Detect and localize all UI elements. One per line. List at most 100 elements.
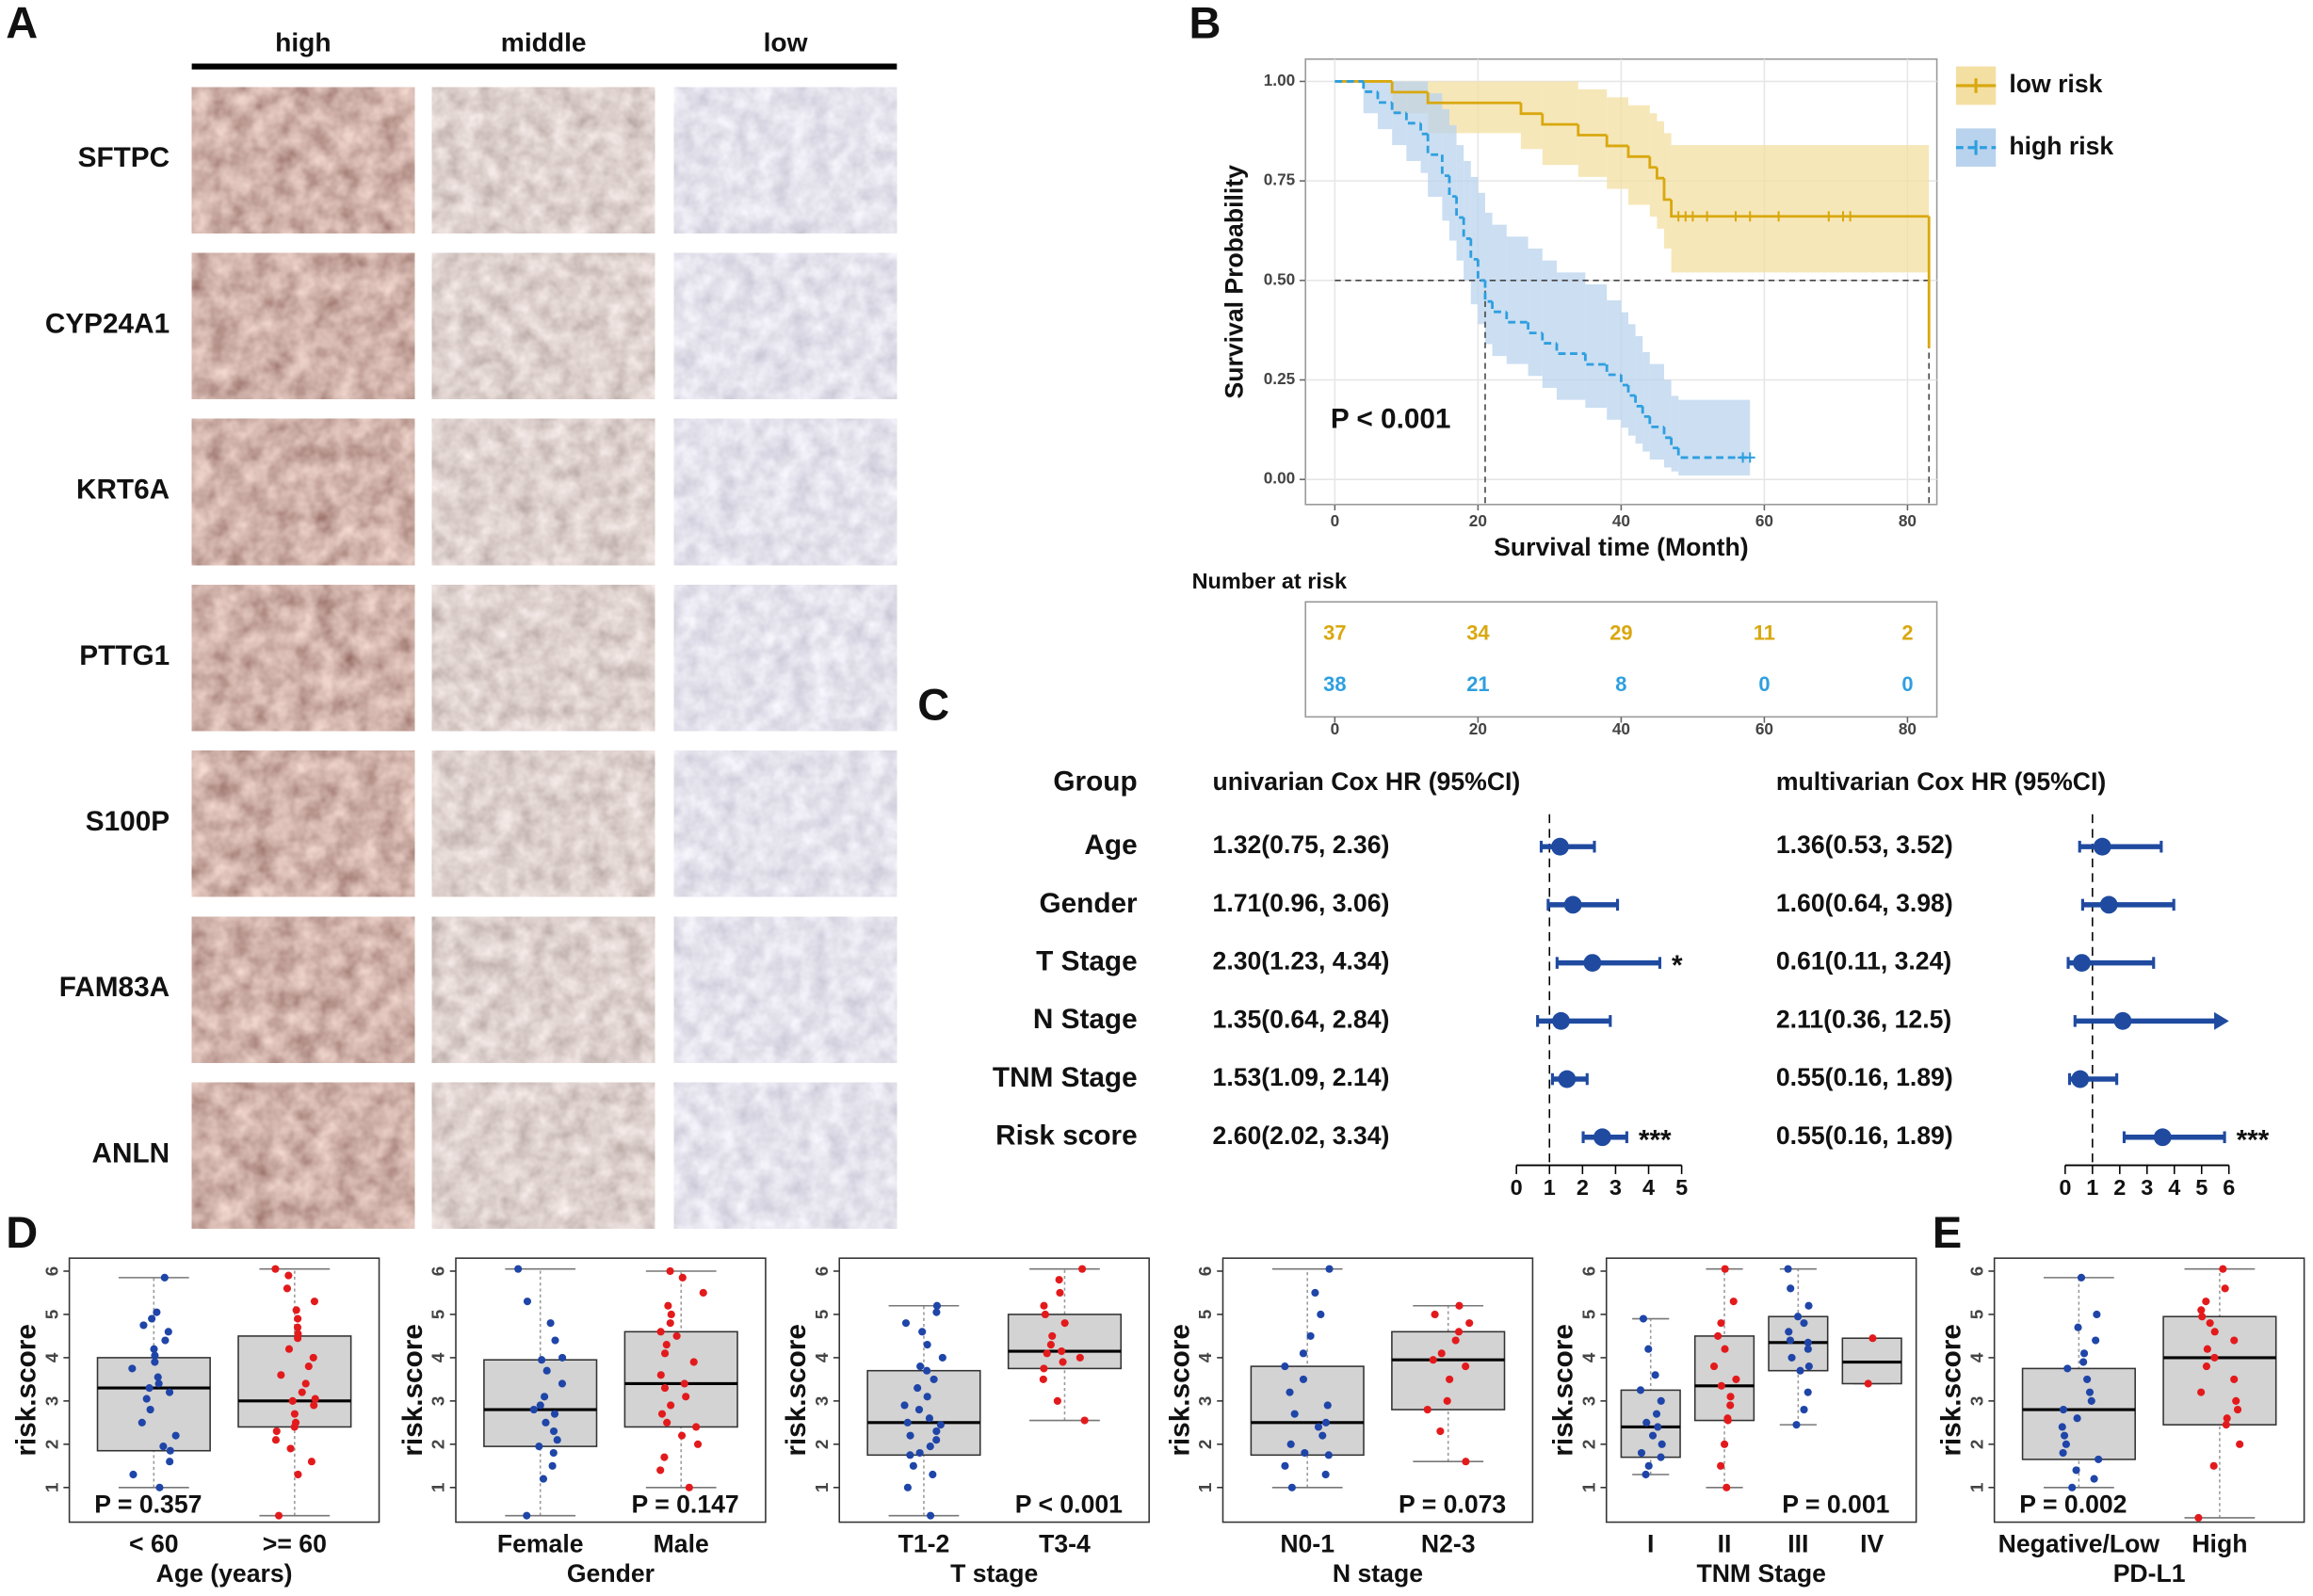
data-point <box>2223 1414 2231 1423</box>
ci-arrow <box>2214 1011 2229 1030</box>
data-point <box>1056 1288 1064 1298</box>
survival-step <box>1505 312 1529 324</box>
data-point <box>1787 1353 1796 1362</box>
ci-band <box>1577 89 1608 177</box>
box <box>1250 1365 1365 1457</box>
ihc-image <box>191 87 415 234</box>
x-axis-label: Survival time (Month) <box>1494 533 1749 561</box>
survival-step <box>1676 447 1751 459</box>
data-point <box>1060 1319 1069 1328</box>
box <box>1620 1389 1681 1459</box>
data-point <box>1717 1319 1725 1328</box>
ci-band <box>1420 81 1429 173</box>
x-tick-label: 80 <box>1899 719 1917 738</box>
panel-label: D <box>6 1207 38 1257</box>
at-risk-count: 37 <box>1323 621 1346 644</box>
data-point <box>923 1366 931 1375</box>
data-point <box>549 1448 558 1458</box>
data-point <box>664 1301 672 1310</box>
ci-band <box>1671 395 1679 472</box>
data-point <box>932 1436 941 1444</box>
data-point <box>542 1366 551 1375</box>
at-risk-count: 0 <box>1901 672 1913 696</box>
x-tick-label: 20 <box>1469 511 1487 530</box>
data-point <box>535 1443 543 1451</box>
estimate-text: 1.32(0.75, 2.36) <box>1213 830 1390 859</box>
censor-mark <box>1730 211 1741 222</box>
data-point <box>536 1401 544 1410</box>
y-tick-label: 3 <box>1578 1396 1598 1406</box>
data-point <box>923 1393 931 1401</box>
at-risk-count: 21 <box>1466 672 1489 696</box>
row-label: Risk score <box>995 1120 1138 1152</box>
data-point <box>1299 1375 1308 1383</box>
data-point <box>666 1266 674 1276</box>
data-point <box>2059 1405 2068 1414</box>
p-value: P = 0.073 <box>1399 1490 1506 1518</box>
data-point <box>551 1336 559 1345</box>
y-tick-label: 4 <box>1578 1352 1598 1362</box>
data-point <box>311 1394 319 1403</box>
x-tick-label: High <box>2192 1530 2247 1558</box>
x-tick-label: 5 <box>1675 1175 1688 1200</box>
x-axis-label: T stage <box>950 1559 1038 1588</box>
y-tick-label: 3 <box>429 1396 448 1406</box>
data-point <box>1803 1388 1812 1396</box>
x-tick-label: III <box>1787 1530 1808 1558</box>
data-point <box>2090 1475 2098 1483</box>
survival-step <box>1577 124 1608 137</box>
data-point <box>549 1427 558 1436</box>
data-point <box>2068 1483 2077 1491</box>
x-tick-label: II <box>1718 1530 1732 1558</box>
row-label: Gender <box>1039 888 1138 919</box>
data-point <box>294 1314 302 1323</box>
data-point <box>667 1401 675 1410</box>
x-axis-label: N stage <box>1333 1559 1423 1588</box>
survival-step <box>1626 384 1636 397</box>
data-point <box>1325 1265 1334 1273</box>
panel-label: A <box>6 0 38 48</box>
ihc-image <box>673 750 898 897</box>
data-point <box>160 1273 169 1282</box>
column-header: low <box>764 27 808 57</box>
y-tick-label: 0.00 <box>1264 469 1296 488</box>
censor-mark <box>1823 211 1835 222</box>
x-axis-label: TNM Stage <box>1696 1559 1826 1588</box>
y-tick-label: 1 <box>41 1483 61 1492</box>
box <box>866 1369 981 1457</box>
data-point <box>274 1511 283 1520</box>
data-point <box>514 1265 523 1273</box>
data-point <box>1709 1362 1719 1371</box>
data-point <box>1657 1453 1665 1461</box>
data-point <box>288 1396 297 1405</box>
data-point <box>926 1511 935 1520</box>
data-point <box>1443 1396 1451 1405</box>
x-tick-label: 40 <box>1612 511 1630 530</box>
ci-band <box>1448 124 1457 241</box>
ci-band <box>1520 81 1543 150</box>
data-point <box>932 1301 942 1310</box>
survival-step <box>1426 134 1443 156</box>
survival-step <box>1419 122 1429 136</box>
data-point <box>1290 1410 1299 1418</box>
survival-step <box>1476 259 1485 282</box>
data-point <box>301 1379 310 1388</box>
data-point <box>1658 1440 1666 1448</box>
censor-mark <box>1687 211 1698 222</box>
at-risk-count: 8 <box>1615 672 1626 696</box>
data-point <box>290 1410 299 1418</box>
data-point <box>2232 1396 2240 1405</box>
data-point <box>1804 1362 1813 1371</box>
data-point <box>283 1284 292 1293</box>
x-tick-label: 2 <box>1577 1175 1589 1200</box>
data-point <box>1644 1345 1653 1353</box>
data-point <box>1076 1353 1084 1362</box>
p-value: P = 0.357 <box>94 1490 202 1518</box>
data-point <box>1281 1362 1289 1371</box>
survival-step <box>1605 135 1628 148</box>
survival-step <box>1426 91 1521 105</box>
p-value: P < 0.001 <box>1015 1490 1123 1518</box>
data-point <box>538 1356 546 1364</box>
data-point <box>1726 1401 1735 1410</box>
